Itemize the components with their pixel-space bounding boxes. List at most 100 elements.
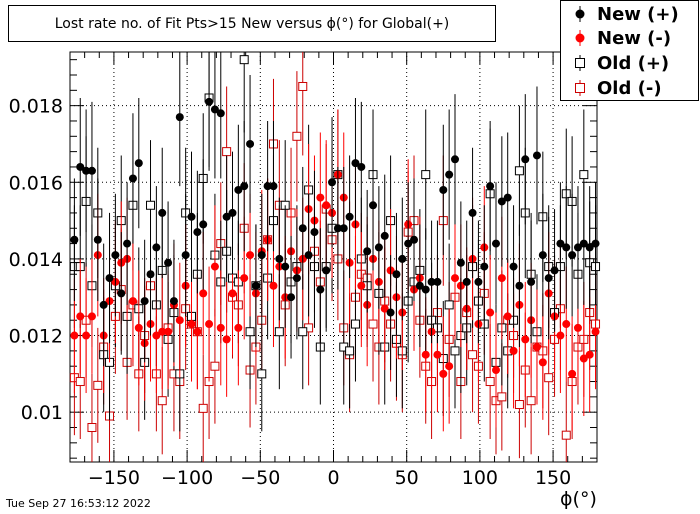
data-point-old-minus [468,350,478,360]
data-point-new-plus [550,266,559,275]
data-point-new-plus [515,281,524,290]
data-point-old-minus [485,377,495,387]
data-point-new-minus [509,346,518,355]
data-point-new-plus [298,224,307,233]
data-point-old-plus [350,319,360,329]
data-point-new-plus [175,113,184,122]
data-point-new-minus [222,335,231,344]
data-point-old-plus [245,327,255,337]
data-point-new-plus [445,170,454,179]
data-point-new-plus [451,155,460,164]
data-point-new-plus [234,185,243,194]
data-point-old-minus [210,361,220,371]
legend-label-old-plus: Old (+) [597,52,670,74]
data-point-new-plus [117,289,126,298]
data-point-new-plus [99,300,108,309]
data-point-new-minus [573,323,582,332]
data-point-new-plus [134,159,143,168]
data-point-new-plus [140,297,149,306]
data-point-new-plus [228,208,237,217]
data-point-new-minus [128,297,137,306]
data-point-new-plus [246,139,255,148]
data-point-new-plus [263,182,272,191]
legend-item-old-plus: Old (+) [561,51,700,75]
data-point-old-minus [561,430,571,440]
data-point-new-plus [527,277,536,286]
data-point-new-plus [369,201,378,210]
chart-title: Lost rate no. of Fit Pts>15 New versus ϕ… [8,5,496,42]
data-point-old-minus [222,147,232,157]
data-point-new-plus [152,243,161,252]
x-tick-label: −50 [240,467,280,489]
data-point-new-minus [433,350,442,359]
data-point-new-plus [374,243,383,252]
data-point-old-plus [514,166,524,176]
data-point-new-minus [421,350,430,359]
data-point-new-plus [111,251,120,260]
legend-item-old-minus: Old (-) [561,76,700,100]
data-point-new-plus [128,174,137,183]
data-point-new-plus [158,208,167,217]
data-point-old-plus [298,327,308,337]
data-point-new-plus [427,277,436,286]
data-point-new-plus [164,258,173,267]
data-point-new-plus [123,239,132,248]
data-point-new-minus [152,331,161,340]
data-point-new-minus [82,331,91,340]
data-point-new-minus [228,289,237,298]
data-point-new-minus [439,369,448,378]
data-point-new-minus [503,312,512,321]
legend-marker-new-minus [575,30,585,46]
data-point-new-plus [281,262,290,271]
data-point-old-plus [421,170,431,180]
data-point-old-plus [146,200,156,210]
data-point-new-minus [591,327,600,336]
data-point-new-minus [579,354,588,363]
data-point-new-minus [193,327,202,336]
data-point-new-minus [158,327,167,336]
x-tick-label: −150 [88,467,140,489]
data-point-new-plus [538,251,547,260]
data-point-new-plus [415,281,424,290]
data-point-new-plus [474,277,483,286]
data-point-new-plus [146,270,155,279]
data-point-new-plus [169,297,178,306]
data-point-new-plus [216,109,225,118]
data-point-new-plus [591,239,600,248]
data-point-new-minus [316,193,325,202]
y-tick-label: 0.012 [9,326,63,348]
data-point-new-minus [246,251,255,260]
data-point-new-minus [445,362,454,371]
timestamp: Tue Sep 27 16:53:12 2022 [6,497,151,510]
data-point-new-plus [521,155,530,164]
data-point-new-plus [398,254,407,263]
data-point-new-plus [310,228,319,237]
legend-marker-old-minus [575,80,585,96]
data-point-new-plus [345,212,354,221]
data-point-new-plus [287,293,296,302]
data-point-new-plus [181,251,190,260]
data-point-old-plus [444,300,454,310]
data-point-new-plus [509,262,518,271]
data-point-new-minus [210,262,219,271]
data-point-new-plus [404,239,413,248]
legend-item-new-plus: New (+) [561,2,700,26]
data-point-new-minus [532,343,541,352]
data-point-old-minus [514,400,524,410]
data-point-new-minus [70,331,79,340]
x-tick-label: 100 [462,467,498,489]
data-point-old-minus [526,396,536,406]
data-point-new-minus [87,312,96,321]
data-point-new-plus [386,308,395,317]
data-point-new-minus [357,281,366,290]
data-point-new-minus [76,312,85,321]
data-point-old-plus [579,170,589,180]
data-point-new-plus [210,105,219,114]
data-point-new-minus [234,323,243,332]
data-point-new-plus [292,274,301,283]
x-tick-label: −100 [161,467,213,489]
data-point-new-minus [322,201,331,210]
data-point-new-plus [544,274,553,283]
data-point-new-plus [433,277,442,286]
